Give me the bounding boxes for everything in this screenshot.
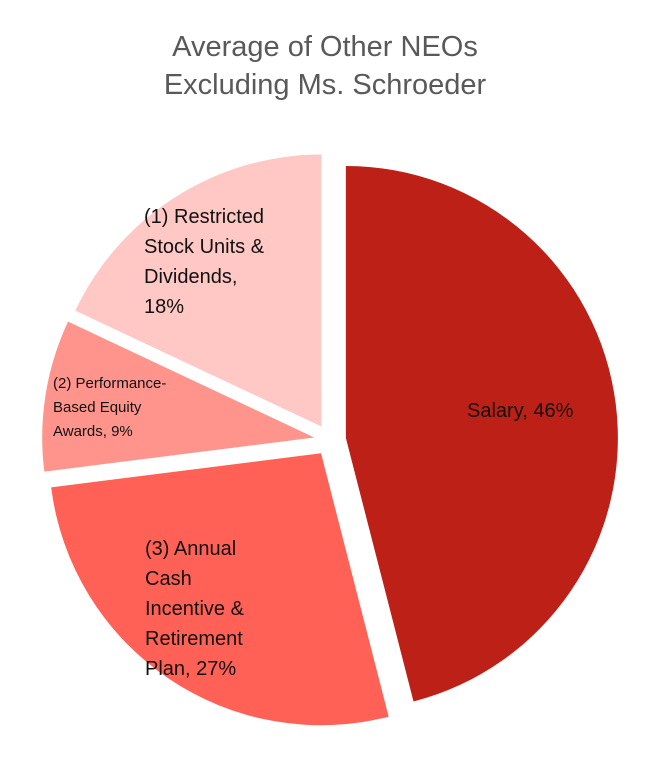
label-line: Dividends, xyxy=(144,266,238,288)
label-line: 18% xyxy=(144,296,185,318)
data-label-restricted-stock: (1) Restricted Stock Units & Dividends, … xyxy=(144,202,264,322)
label-line: (3) Annual xyxy=(145,538,237,560)
pie-slice-performance-equity xyxy=(42,321,315,472)
chart-title-line-1: Average of Other NEOs xyxy=(172,31,478,63)
data-label-performance-equity: (2) Performance- Based Equity Awards, 9% xyxy=(53,372,166,444)
label-line: Awards, 9% xyxy=(53,423,133,440)
label-line: Retirement xyxy=(145,628,243,650)
chart-title: Average of Other NEOs Excluding Ms. Schr… xyxy=(0,28,650,104)
label-line: Based Equity xyxy=(53,399,142,416)
chart-title-line-2: Excluding Ms. Schroeder xyxy=(163,69,487,101)
data-label-salary: Salary, 46% xyxy=(467,396,573,426)
data-label-annual-cash: (3) Annual Cash Incentive & Retirement P… xyxy=(145,534,244,684)
pie-slice-annual-cash-incentive xyxy=(51,453,389,726)
label-line: Salary, 46% xyxy=(467,400,574,422)
label-line: (1) Restricted xyxy=(144,206,265,228)
label-line: Cash xyxy=(145,568,192,590)
pie-slice-restricted-stock-units xyxy=(75,154,322,427)
pie-slice-salary xyxy=(345,165,618,702)
label-line: Stock Units & xyxy=(144,236,265,258)
label-line: Incentive & xyxy=(145,598,244,620)
label-line: (2) Performance- xyxy=(53,375,167,392)
label-line: Plan, 27% xyxy=(145,658,237,680)
